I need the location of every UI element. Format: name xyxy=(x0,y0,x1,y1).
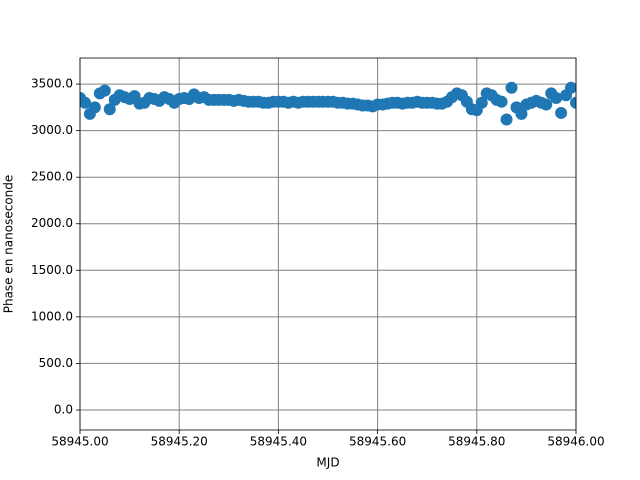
y-tick-label: 2000.0 xyxy=(31,216,73,230)
y-axis-label: Phase en nanoseconde xyxy=(2,175,16,314)
y-tick-label: 3500.0 xyxy=(31,77,73,91)
x-tick-label: 58945.80 xyxy=(448,435,505,449)
x-tick-label: 58945.40 xyxy=(250,435,307,449)
y-tick-label: 2500.0 xyxy=(31,170,73,184)
point xyxy=(98,84,111,97)
point xyxy=(505,81,518,94)
x-tick-label: 58945.00 xyxy=(51,435,108,449)
y-tick-label: 3000.0 xyxy=(31,123,73,137)
y-tick-label: 0.0 xyxy=(54,402,73,416)
point xyxy=(565,81,576,94)
point xyxy=(540,98,553,111)
y-tick-label: 1500.0 xyxy=(31,263,73,277)
x-tick-label: 58946.00 xyxy=(547,435,604,449)
point xyxy=(88,101,101,114)
x-tick-label: 58945.20 xyxy=(151,435,208,449)
point xyxy=(495,95,508,108)
ticks: 58945.00 58945.20 58945.40 58945.60 58945.80… xyxy=(31,77,605,449)
grid xyxy=(79,58,577,430)
y-tick-label: 500.0 xyxy=(39,356,73,370)
x-tick-label: 58945.60 xyxy=(349,435,406,449)
point xyxy=(550,92,563,105)
plot-frame xyxy=(79,57,577,431)
y-tick-label: 1000.0 xyxy=(31,309,73,323)
point xyxy=(500,113,513,126)
x-axis-label: MJD xyxy=(316,456,339,470)
point xyxy=(555,106,568,119)
point xyxy=(515,107,528,120)
points xyxy=(80,81,576,126)
point xyxy=(103,103,116,116)
point xyxy=(475,96,488,109)
point xyxy=(570,96,576,109)
point xyxy=(80,96,91,109)
